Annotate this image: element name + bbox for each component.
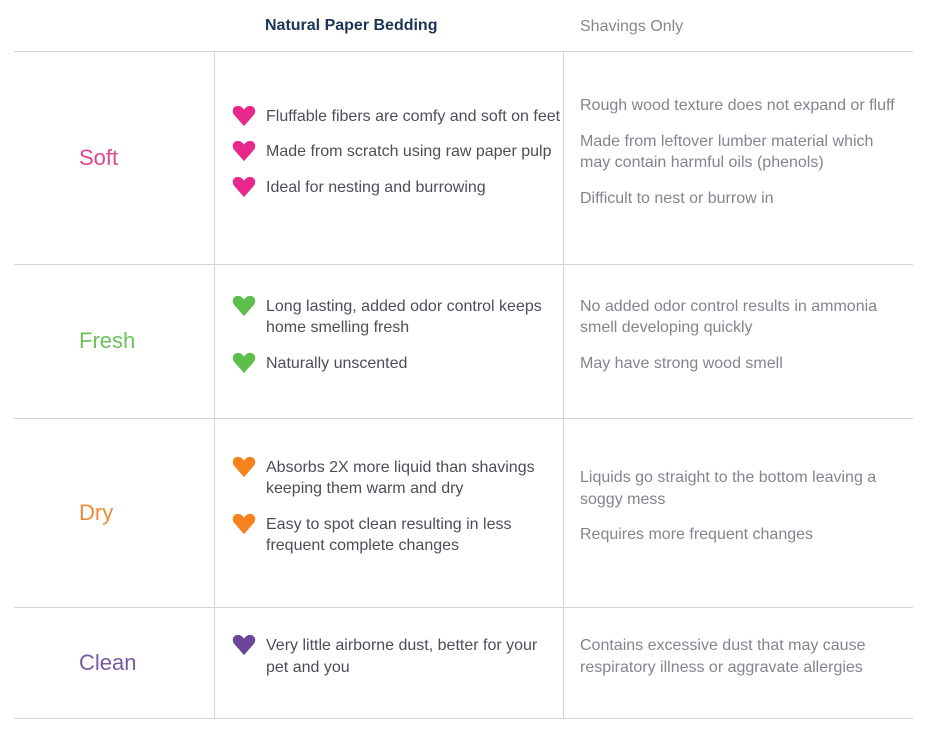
row-label: Fresh — [79, 328, 136, 353]
table-row-clean: Clean Very little airborne dust, better f… — [14, 607, 913, 719]
shavings-cell: No added odor control results in ammonia… — [563, 264, 913, 418]
shavings-drawback: Contains excessive dust that may cause r… — [580, 637, 866, 676]
shavings-drawback: Requires more frequent changes — [580, 526, 814, 544]
shavings-drawback: Rough wood texture does not expand or fl… — [580, 97, 895, 114]
benefit-text: Long lasting, added odor control keeps h… — [266, 297, 542, 337]
row-label: Clean — [79, 649, 137, 675]
paper-benefit: Absorbs 2X more liquid than shavings kee… — [231, 456, 563, 500]
paper-cell: Very little airborne dust, better for yo… — [214, 607, 563, 718]
heart-icon — [232, 105, 256, 126]
benefit-text: Fluffable fibers are comfy and soft on f… — [266, 107, 561, 125]
shavings-cell: Rough wood texture does not expand or fl… — [563, 52, 913, 264]
benefit-text: Naturally unscented — [266, 354, 408, 372]
shavings-drawback: No added odor control results in ammonia… — [580, 297, 878, 337]
paper-cell: Absorbs 2X more liquid than shavings kee… — [214, 418, 563, 607]
paper-benefit: Fluffable fibers are comfy and soft on f… — [231, 105, 563, 128]
table-row-dry: Dry Absorbs 2X more liquid than shavings … — [14, 418, 913, 608]
shavings-drawback: May have strong wood smell — [580, 354, 783, 372]
benefit-text: Made from scratch using raw paper pulp — [266, 143, 552, 161]
paper-benefit: Made from scratch using raw paper pulp — [231, 141, 563, 163]
benefit-text: Very little airborne dust, better for yo… — [266, 637, 538, 676]
row-label: Dry — [79, 499, 114, 525]
paper-cell: Fluffable fibers are comfy and soft on f… — [214, 52, 563, 264]
paper-benefit: Easy to spot clean resulting in less fre… — [231, 513, 563, 557]
header-shavings-only: Shavings Only — [580, 18, 684, 35]
heart-icon — [232, 141, 256, 162]
benefit-text: Ideal for nesting and burrowing — [266, 178, 486, 196]
benefit-text: Easy to spot clean resulting in less fre… — [266, 515, 512, 555]
paper-benefit: Very little airborne dust, better for yo… — [231, 634, 563, 678]
header-natural-paper-bedding: Natural Paper Bedding — [265, 17, 438, 34]
shavings-cell: Liquids go straight to the bottom leavin… — [563, 418, 913, 607]
paper-cell: Long lasting, added odor control keeps h… — [214, 264, 563, 418]
table-row-soft: Soft Fluffable fibers are comfy and soft … — [14, 52, 913, 265]
heart-icon — [232, 295, 256, 316]
shavings-cell: Contains excessive dust that may cause r… — [563, 607, 913, 718]
shavings-drawback: Liquids go straight to the bottom leavin… — [580, 469, 877, 508]
row-label: Soft — [79, 145, 119, 170]
heart-icon — [232, 456, 256, 477]
shavings-drawback: Made from leftover lumber material which… — [580, 132, 874, 172]
heart-icon — [232, 634, 256, 656]
shavings-drawback: Difficult to nest or burrow in — [580, 189, 774, 207]
paper-benefit: Long lasting, added odor control keeps h… — [231, 295, 563, 339]
table-row-fresh: Fresh Long lasting, added odor control ke… — [14, 264, 913, 419]
heart-icon — [232, 176, 256, 197]
paper-benefit: Naturally unscented — [231, 352, 563, 375]
table-header: Natural Paper Bedding Shavings Only — [14, 0, 913, 52]
heart-icon — [232, 513, 256, 534]
heart-icon — [232, 352, 256, 373]
paper-benefit: Ideal for nesting and burrowing — [231, 176, 563, 199]
benefit-text: Absorbs 2X more liquid than shavings kee… — [266, 458, 535, 498]
